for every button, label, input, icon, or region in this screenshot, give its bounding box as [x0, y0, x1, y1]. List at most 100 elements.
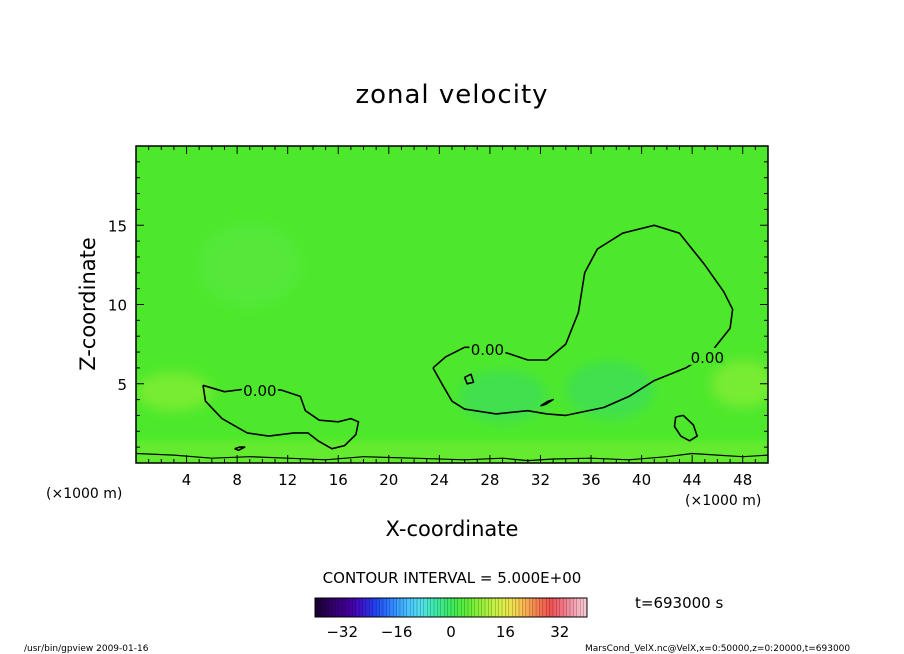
contour-label: 0.00 — [689, 347, 726, 367]
colorbar-segment — [454, 598, 459, 617]
contour-line — [673, 414, 698, 442]
colorbar-segment — [321, 598, 326, 617]
colorbar-segment — [576, 598, 581, 617]
colorbar-segment — [427, 598, 431, 617]
y-tick-label: 15 — [108, 217, 127, 235]
colorbar-segment — [349, 598, 353, 617]
colorbar-segment — [332, 598, 336, 617]
x-tick-label: 40 — [632, 471, 651, 489]
colorbar-segment — [437, 598, 442, 617]
contour-line — [202, 384, 360, 450]
colorbar-segment — [566, 598, 571, 617]
colorbar-segment — [580, 598, 584, 617]
field-blob — [565, 361, 655, 419]
contour-interval-label: CONTOUR INTERVAL = 5.000E+00 — [323, 569, 582, 587]
colorbar-segment — [522, 598, 527, 617]
contour-line — [540, 398, 554, 407]
colorbar-segment — [478, 598, 482, 617]
colorbar-segment — [400, 598, 404, 617]
colorbar-segment — [403, 598, 408, 617]
contour-label: 0.00 — [241, 381, 278, 400]
contour-line — [136, 452, 768, 462]
time-label: t=693000 s — [635, 594, 723, 612]
colorbar-segment — [430, 598, 435, 617]
colorbar-segment — [546, 598, 550, 617]
contour-label-bg — [241, 381, 278, 399]
colorbar-segment — [502, 598, 506, 617]
colorbar-segment — [508, 598, 513, 617]
velocity-field-shading — [136, 223, 768, 463]
field-blob — [136, 372, 212, 411]
colorbar-segment — [447, 598, 452, 617]
colorbar-segment — [570, 598, 574, 617]
colorbar-segment — [556, 598, 561, 617]
colorbar-segment — [325, 598, 329, 617]
colorbar-segment — [536, 598, 540, 617]
y-axis-label: Z-coordinate — [76, 237, 100, 371]
colorbar-segment — [366, 598, 370, 617]
y-tick-label: 10 — [108, 297, 127, 315]
colorbar-tick-label: 0 — [446, 623, 456, 641]
x-tick-label: 16 — [329, 471, 348, 489]
x-tick-label: 32 — [531, 471, 550, 489]
x-tick-label: 20 — [379, 471, 398, 489]
colorbar-segment — [471, 598, 476, 617]
x-unit-right: (×1000 m) — [685, 493, 761, 509]
colorbar-segment — [359, 598, 363, 617]
plot-area — [136, 146, 768, 463]
colorbar-segment — [498, 598, 503, 617]
colorbar-segment — [420, 598, 425, 617]
chart-title: zonal velocity — [355, 80, 548, 110]
colorbar-segment — [444, 598, 448, 617]
colorbar-tick-label: 32 — [550, 623, 569, 641]
colorbar-segment — [542, 598, 547, 617]
contour-label-text: 0.00 — [691, 349, 724, 367]
colorbar-segment — [563, 598, 567, 617]
colorbar-segment — [318, 598, 323, 617]
colorbar-segment — [468, 598, 472, 617]
colorbar-segment — [539, 598, 544, 617]
x-tick-label: 36 — [581, 471, 600, 489]
velocity-field — [136, 146, 768, 463]
x-tick-label: 8 — [232, 471, 242, 489]
colorbar-segment — [345, 598, 350, 617]
colorbar-segment — [434, 598, 438, 617]
colorbar-segment — [328, 598, 333, 617]
colorbar-segment — [338, 598, 343, 617]
colorbar-segment — [372, 598, 377, 617]
contour-line — [463, 373, 475, 385]
colorbar-segment — [525, 598, 530, 617]
colorbar-segment — [583, 598, 588, 617]
contour-label-bg — [689, 347, 726, 365]
colorbar-segment — [413, 598, 418, 617]
colorbar-segment — [529, 598, 533, 617]
x-tick-label: 44 — [683, 471, 702, 489]
contour-label-text: 0.00 — [471, 341, 504, 359]
colorbar-segment — [383, 598, 387, 617]
axis-ticks — [136, 146, 768, 463]
contour-label-text: 0.00 — [243, 382, 276, 400]
contour-lines — [136, 224, 768, 462]
colorbar-tick-labels: −32 −16 0 16 32 — [326, 623, 569, 641]
colorbar-segment — [417, 598, 421, 617]
colorbar-segment — [423, 598, 428, 617]
colorbar-segment — [559, 598, 564, 617]
colorbar-segment — [515, 598, 520, 617]
colorbar-segment — [369, 598, 374, 617]
colorbar-segment — [553, 598, 557, 617]
colorbar-tick-label: 16 — [496, 623, 515, 641]
colorbar-segment — [335, 598, 340, 617]
x-unit-left: (×1000 m) — [46, 486, 122, 502]
contour-label: 0.00 — [469, 339, 506, 359]
colorbar-segment — [549, 598, 554, 617]
x-tick-label: 4 — [182, 471, 192, 489]
y-tick-labels: 5 10 15 — [108, 217, 127, 394]
contour-label-bg — [469, 339, 506, 357]
colorbar-segment — [451, 598, 455, 617]
colorbar-segment — [573, 598, 578, 617]
colorbar-segment — [495, 598, 499, 617]
contour-line — [432, 224, 734, 417]
colorbar-segment — [410, 598, 414, 617]
footer-left: /usr/bin/gpview 2009-01-16 — [24, 644, 149, 654]
